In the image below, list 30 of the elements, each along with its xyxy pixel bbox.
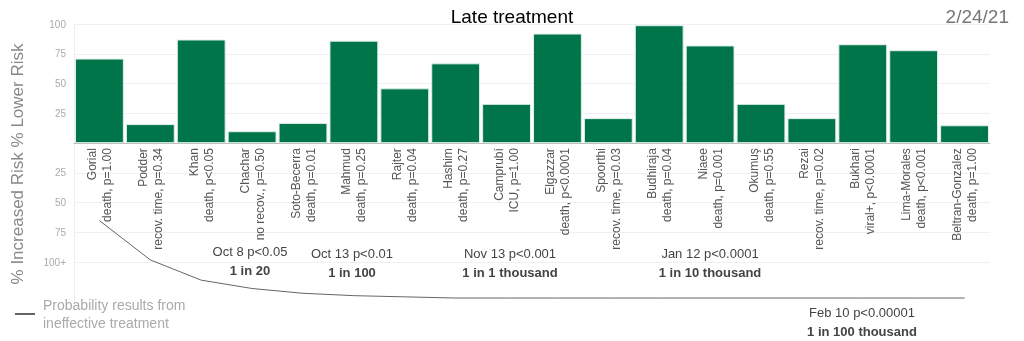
y-tick-label: 100+	[43, 256, 67, 268]
y-tick-label: 50	[54, 197, 67, 209]
annotation: Oct 13 p<0.01 1 in 100	[310, 246, 394, 280]
chart-title: Late treatment	[450, 6, 574, 27]
bar	[75, 58, 124, 144]
bar	[583, 118, 633, 144]
bar	[940, 125, 989, 144]
annotation: Oct 8 p<0.05 1 in 20	[212, 244, 288, 278]
annotation: Jan 12 p<0.0001 1 in 10 thousand	[658, 246, 762, 280]
legend-label: Probability results from ineffective treatment	[43, 297, 190, 331]
bar	[482, 103, 531, 144]
bar	[838, 44, 888, 144]
bar	[380, 88, 430, 144]
bar	[176, 39, 226, 144]
y-tick-label: 50	[54, 78, 67, 90]
x-tick-label: Gorial death, p=1.00	[84, 147, 114, 222]
y-tick-label: 75	[54, 48, 67, 60]
y-axis-title: % Increased Risk % Lower Risk	[8, 43, 27, 285]
bar	[431, 63, 481, 144]
annotation: Nov 13 p<0.001 1 in 1 thousand	[462, 246, 558, 280]
bar	[125, 124, 175, 144]
text: Feb 10 p<0.00001 1 in 100 thousand	[807, 305, 917, 339]
y-tick-label: 25	[54, 107, 67, 119]
y-tick-label: 25	[54, 167, 67, 179]
bar	[533, 33, 582, 144]
chart-subtitle: 2/24/21	[945, 6, 1010, 27]
y-tick-label: 75	[54, 227, 67, 239]
bar	[889, 50, 939, 144]
bar	[634, 25, 684, 144]
y-tick-label: 100	[49, 18, 67, 30]
